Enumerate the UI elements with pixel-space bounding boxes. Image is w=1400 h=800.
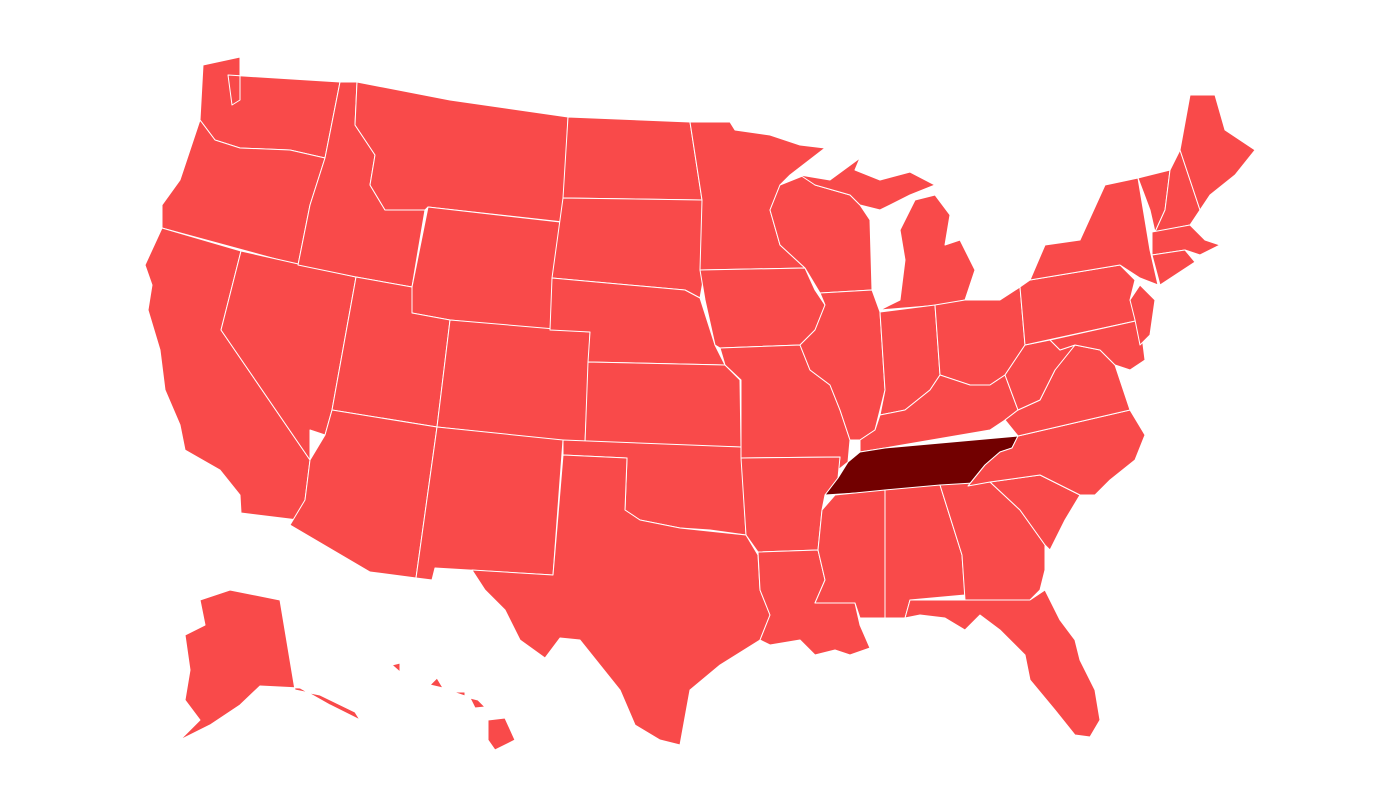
state-me[interactable] bbox=[1179, 94, 1256, 211]
state-ks[interactable] bbox=[584, 361, 742, 448]
state-nc[interactable] bbox=[967, 409, 1146, 496]
state-hi[interactable] bbox=[391, 662, 401, 673]
state-ms[interactable] bbox=[814, 489, 886, 619]
state-nm[interactable] bbox=[415, 426, 564, 581]
state-mi[interactable] bbox=[879, 194, 976, 311]
state-ct[interactable] bbox=[1151, 249, 1196, 286]
state-wy[interactable] bbox=[411, 206, 561, 331]
state-ia[interactable] bbox=[699, 267, 826, 349]
state-fl[interactable] bbox=[904, 589, 1101, 738]
state-hi[interactable] bbox=[452, 691, 466, 697]
state-nd[interactable] bbox=[562, 116, 703, 201]
state-ak[interactable] bbox=[179, 589, 361, 741]
state-nj[interactable] bbox=[1129, 284, 1156, 346]
state-hi[interactable] bbox=[429, 677, 444, 689]
state-co[interactable] bbox=[436, 319, 591, 444]
state-ny[interactable] bbox=[1029, 177, 1159, 286]
state-hi[interactable] bbox=[487, 717, 516, 751]
state-az[interactable] bbox=[289, 409, 438, 579]
state-mi[interactable] bbox=[799, 157, 936, 211]
state-hi[interactable] bbox=[469, 697, 486, 709]
state-mt[interactable] bbox=[354, 81, 569, 223]
state-tx[interactable] bbox=[471, 454, 771, 746]
